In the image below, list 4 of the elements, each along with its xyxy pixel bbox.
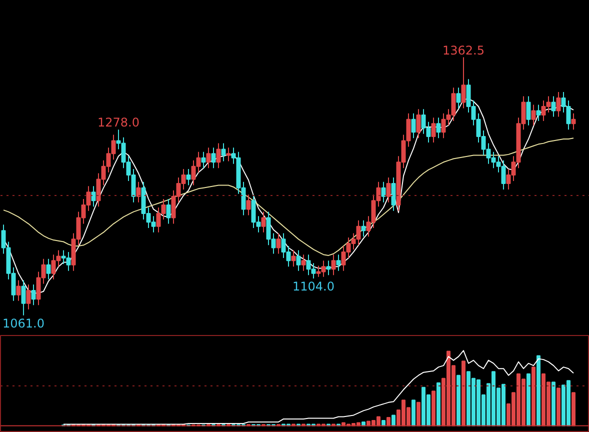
annotation: 1061.0 (2, 316, 45, 330)
annotation: 1362.5 (442, 43, 485, 58)
annotation: 1104.0 (292, 280, 335, 294)
annotation: 1278.0 (98, 116, 140, 130)
